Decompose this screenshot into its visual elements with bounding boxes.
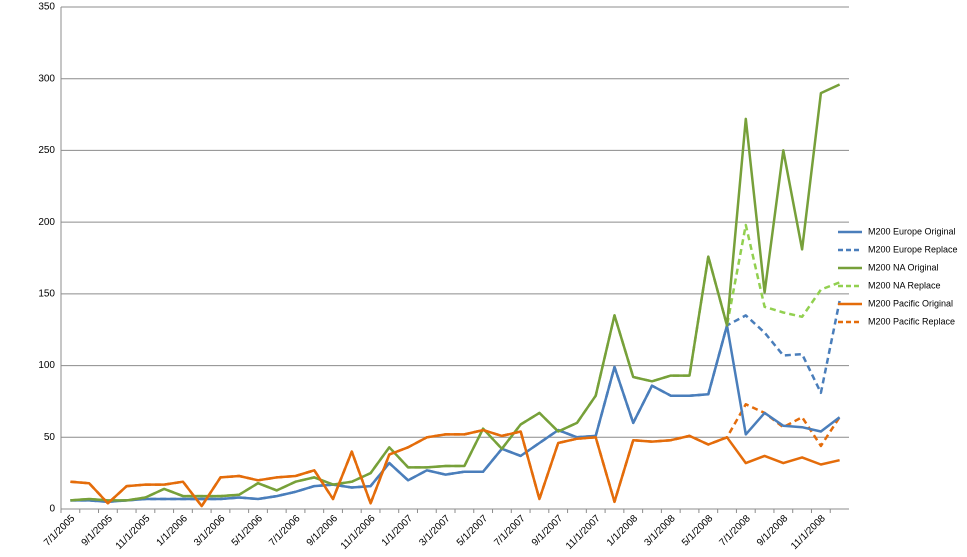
x-tick-label: 1/1/2007 bbox=[380, 513, 416, 549]
y-tick-label: 50 bbox=[44, 432, 56, 443]
series-line bbox=[70, 428, 840, 508]
x-tick-label: 7/1/2006 bbox=[267, 513, 303, 549]
series-line bbox=[70, 83, 841, 502]
legend-label: M200 NA Original bbox=[868, 262, 939, 272]
y-tick-label: 0 bbox=[49, 504, 55, 515]
x-tick-label: 3/1/2007 bbox=[417, 513, 453, 549]
legend-label: M200 NA Replace bbox=[868, 280, 941, 290]
series-line bbox=[70, 223, 841, 502]
x-tick-label: 11/1/2006 bbox=[339, 513, 378, 552]
x-tick-label: 3/1/2006 bbox=[192, 513, 228, 549]
x-tick-label: 1/1/2008 bbox=[605, 513, 641, 549]
x-tick-label: 11/1/2005 bbox=[114, 513, 153, 552]
x-tick-label: 9/1/2006 bbox=[305, 513, 341, 549]
series-line bbox=[70, 324, 841, 504]
x-tick-label: 7/1/2005 bbox=[42, 513, 78, 549]
legend-label: M200 Europe Replace bbox=[868, 244, 958, 254]
y-tick-label: 200 bbox=[38, 217, 55, 228]
legend-label: M200 Pacific Original bbox=[868, 298, 953, 308]
y-tick-label: 100 bbox=[38, 360, 55, 371]
x-tick-label: 5/1/2008 bbox=[680, 513, 716, 549]
x-tick-label: 9/1/2008 bbox=[755, 513, 791, 549]
x-tick-label: 7/1/2008 bbox=[717, 513, 753, 549]
y-tick-label: 250 bbox=[38, 145, 55, 156]
x-tick-label: 5/1/2006 bbox=[230, 513, 266, 549]
x-tick-label: 7/1/2007 bbox=[492, 513, 528, 549]
x-tick-label: 9/1/2005 bbox=[80, 513, 116, 549]
series-line bbox=[70, 403, 841, 508]
legend-label: M200 Pacific Replace bbox=[868, 316, 955, 326]
y-tick-label: 350 bbox=[38, 2, 55, 13]
x-tick-label: 1/1/2006 bbox=[155, 513, 191, 549]
x-tick-label: 9/1/2007 bbox=[530, 513, 566, 549]
y-tick-label: 300 bbox=[38, 73, 55, 84]
legend-label: M200 Europe Original bbox=[868, 226, 956, 236]
x-tick-label: 5/1/2007 bbox=[455, 513, 491, 549]
x-tick-label: 11/1/2007 bbox=[564, 513, 603, 552]
x-tick-label: 11/1/2008 bbox=[789, 513, 828, 552]
y-tick-label: 150 bbox=[38, 288, 55, 299]
x-tick-label: 3/1/2008 bbox=[642, 513, 678, 549]
